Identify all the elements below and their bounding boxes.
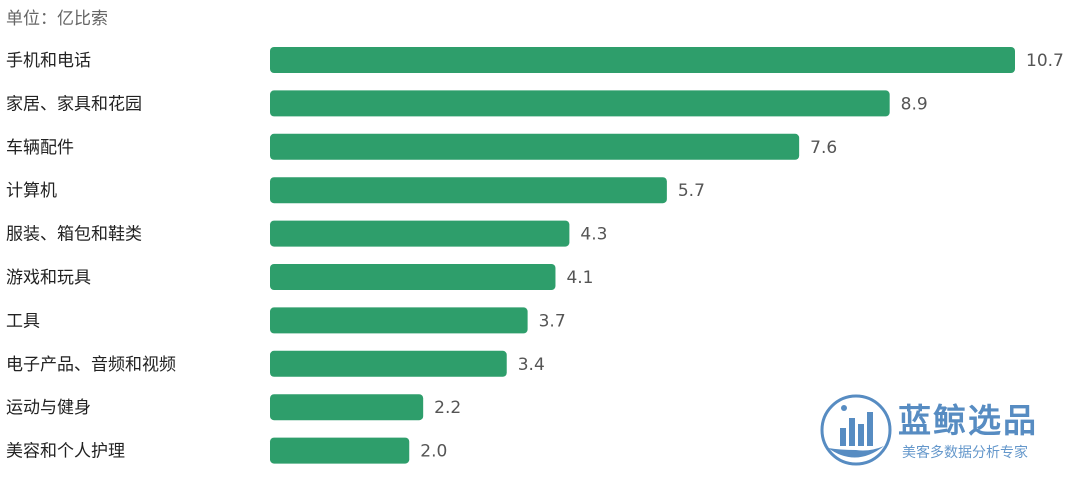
value-label: 8.9 — [901, 94, 928, 114]
bar — [270, 90, 890, 117]
bar — [270, 220, 570, 247]
category-label: 电子产品、音频和视频 — [6, 355, 176, 375]
bar — [270, 264, 556, 290]
whale-bar-chart-logo-icon — [820, 394, 892, 466]
watermark-title: 蓝鲸选品 — [898, 401, 1038, 440]
value-label: 7.6 — [810, 138, 837, 158]
category-label: 车辆配件 — [6, 138, 74, 158]
bar — [270, 350, 507, 377]
category-label: 工具 — [6, 311, 40, 331]
watermark: 蓝鲸选品 美客多数据分析专家 — [818, 390, 1058, 472]
value-label: 2.2 — [434, 398, 461, 418]
category-label: 服装、箱包和鞋类 — [6, 225, 142, 245]
value-label: 2.0 — [420, 442, 447, 462]
category-label: 家居、家具和花园 — [6, 94, 142, 114]
bar — [270, 394, 424, 421]
value-label: 3.7 — [539, 311, 566, 331]
category-label: 手机和电话 — [6, 51, 91, 71]
unit-label: 单位：亿比索 — [6, 9, 108, 29]
bar — [270, 133, 800, 160]
value-label: 10.7 — [1026, 51, 1064, 71]
value-label: 5.7 — [678, 181, 705, 201]
bar — [270, 47, 1015, 73]
category-label: 游戏和玩具 — [6, 268, 91, 288]
bar — [270, 307, 528, 334]
value-label: 4.3 — [580, 225, 607, 245]
bar — [270, 437, 410, 464]
value-label: 3.4 — [518, 355, 545, 375]
category-label: 美容和个人护理 — [6, 442, 125, 462]
value-label: 4.1 — [566, 268, 593, 288]
watermark-subtitle: 美客多数据分析专家 — [902, 445, 1028, 461]
category-label: 运动与健身 — [6, 398, 91, 418]
category-label: 计算机 — [6, 181, 57, 201]
bar — [270, 177, 667, 204]
